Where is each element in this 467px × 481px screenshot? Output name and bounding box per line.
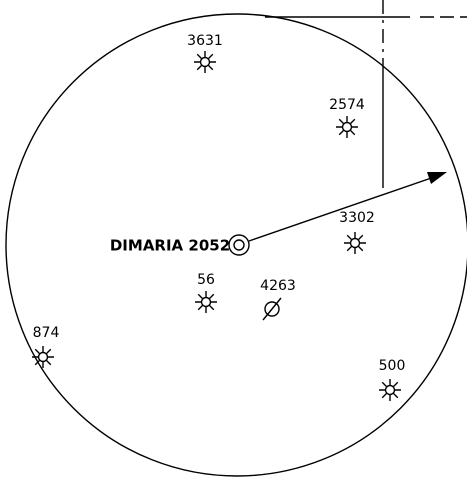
node-rays — [379, 379, 401, 401]
node-rays — [194, 51, 216, 73]
node-icon — [384, 384, 396, 396]
node-icon — [349, 237, 361, 249]
node-icon — [341, 121, 353, 133]
node-label: 4263 — [260, 278, 296, 294]
range-arrow — [248, 174, 441, 242]
node-icon — [264, 301, 280, 317]
node-label: 3631 — [187, 33, 223, 49]
node-icon — [200, 296, 212, 308]
center-label: DIMARIA 2052 — [110, 237, 230, 255]
nodes: 3631 2574 3302 56 4263 874 500 — [32, 33, 405, 401]
node-rays — [195, 291, 217, 313]
node-label: 2574 — [329, 97, 365, 113]
arrow-head — [427, 172, 447, 184]
center-inner — [233, 239, 245, 251]
center-outer — [228, 234, 250, 256]
node-icon — [199, 56, 211, 68]
node-label: 3302 — [339, 210, 375, 226]
node-rays — [336, 116, 358, 138]
node-label: 500 — [379, 358, 406, 374]
node-icon — [37, 351, 49, 363]
node-rays — [32, 346, 54, 368]
node-rays — [344, 232, 366, 254]
node-label: 874 — [33, 325, 60, 341]
range-circle — [5, 13, 467, 477]
node-label: 56 — [197, 272, 215, 288]
node-slash — [262, 297, 282, 321]
